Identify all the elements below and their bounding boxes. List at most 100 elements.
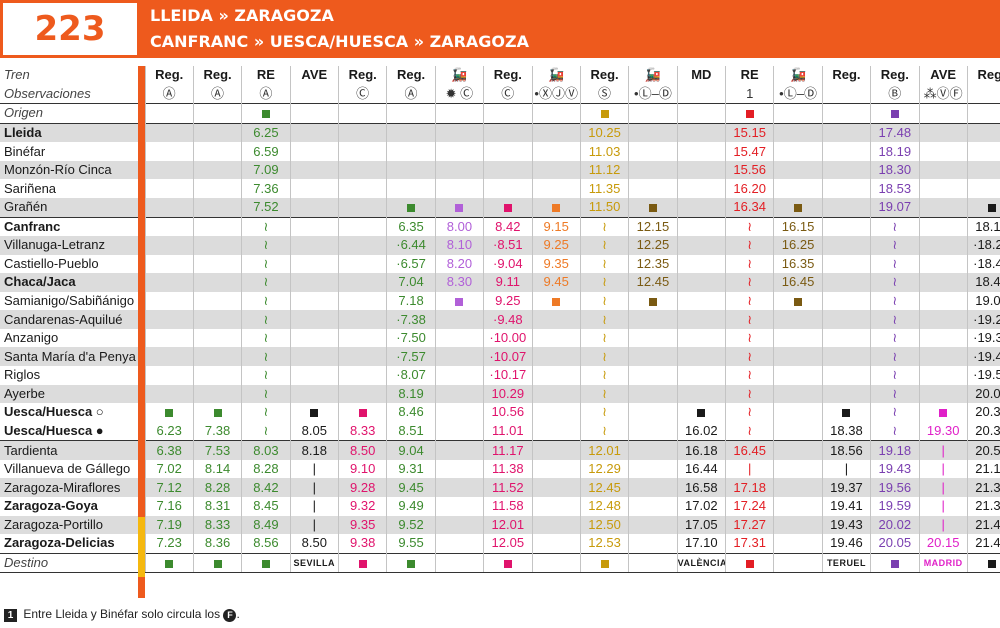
train-time: 8.50 xyxy=(289,534,339,554)
train-time xyxy=(531,384,581,404)
train-time xyxy=(628,478,678,497)
train-time: 10.25 xyxy=(579,122,629,143)
train-time: 19.18 xyxy=(870,440,919,460)
train-time xyxy=(773,366,823,385)
train-time xyxy=(337,366,387,385)
train-time xyxy=(531,403,581,422)
train-type-row: Tren Reg. Reg. RE AVE Reg. Reg. 🚂 Reg. 🚂 Reg. 🚂 MD RE… xyxy=(0,66,1000,85)
train-time xyxy=(628,384,678,404)
train-time xyxy=(821,142,871,161)
footnote-end: . xyxy=(236,607,240,621)
destination xyxy=(773,552,823,574)
train-time xyxy=(918,347,968,366)
train-time: 8.56 xyxy=(241,534,291,554)
train-time xyxy=(821,197,871,217)
train-time xyxy=(144,254,194,274)
station-name: Villanueva de Gállego xyxy=(4,461,131,477)
train-time: 16.18 xyxy=(676,440,726,460)
connection-marker xyxy=(724,103,774,124)
train-time: ≀ xyxy=(579,347,629,366)
train-time xyxy=(531,496,581,516)
train-time: ·10.07 xyxy=(483,347,532,366)
train-time: 8.28 xyxy=(241,459,291,479)
origin-marker xyxy=(966,103,1000,124)
station-name: Candarenas-Aquilué xyxy=(0,310,138,329)
train-time xyxy=(773,496,823,516)
train-time: ≀ xyxy=(724,421,774,441)
train-time: 8.00 xyxy=(434,216,484,237)
train-time xyxy=(918,122,968,143)
train-type: Reg. xyxy=(337,66,387,85)
connection-marker xyxy=(579,103,629,124)
train-time: ≀ xyxy=(579,236,629,255)
train-time xyxy=(821,236,871,255)
train-time xyxy=(676,254,726,274)
train-time xyxy=(337,142,387,161)
train-time xyxy=(289,328,339,348)
station-name: Binéfar xyxy=(4,143,46,159)
train-time xyxy=(289,366,339,385)
train-time: 21.38 xyxy=(966,496,1000,516)
connection-marker xyxy=(773,197,823,217)
train-time xyxy=(918,160,968,180)
train-time: 20.05 xyxy=(870,534,919,554)
train-time xyxy=(918,197,968,217)
train-time xyxy=(483,142,532,161)
train-time xyxy=(289,347,339,366)
observation: Ⓒ xyxy=(483,84,532,104)
train-time xyxy=(531,310,581,329)
station-row: Samianigo/Sabiñánigo ≀ 7.18 9.25 ≀ ≀ ≀ 19.02 xyxy=(0,291,1000,311)
train-time xyxy=(918,291,968,311)
connection-marker xyxy=(483,197,532,217)
train-time xyxy=(192,236,242,255)
train-time: 19.56 xyxy=(870,478,919,497)
station-row: Monzón-Río Cinca 7.09 11.12 15.56 18.30 xyxy=(0,160,1000,180)
train-time: 17.27 xyxy=(724,515,774,535)
train-time xyxy=(337,179,387,198)
train-time: 17.02 xyxy=(676,496,726,516)
train-time xyxy=(337,328,387,348)
train-time: ≀ xyxy=(724,236,774,255)
square-icon xyxy=(358,408,367,417)
station-divider-bar xyxy=(138,66,145,598)
train-time: 7.09 xyxy=(241,160,291,180)
station-name: Zaragoza-Goya xyxy=(4,498,98,514)
train-type: AVE xyxy=(289,66,339,85)
train-time: 7.52 xyxy=(241,197,291,217)
train-time xyxy=(144,122,194,143)
train-time: 9.45 xyxy=(386,478,436,497)
zaragoza-highlight-bar xyxy=(138,517,145,577)
train-time: 20.02 xyxy=(870,515,919,535)
train-time xyxy=(434,384,484,404)
station-name: Destino xyxy=(0,552,138,574)
station-row: Villanuga-Letranz ≀ ·6.44 8.10·8.51 9.25 ≀ 12.… xyxy=(0,236,1000,255)
observation: ✹ Ⓒ xyxy=(434,84,484,104)
train-time xyxy=(192,310,242,329)
header-banner: 223 LLEIDA » ZARAGOZA CANFRANC » UESCA/H… xyxy=(0,0,1000,58)
train-time xyxy=(434,496,484,516)
train-time xyxy=(676,142,726,161)
train-time xyxy=(628,534,678,554)
train-time xyxy=(773,310,823,329)
train-time: 6.38 xyxy=(144,440,194,460)
train-time: ≀ xyxy=(870,254,919,274)
timetable: Tren Reg. Reg. RE AVE Reg. Reg. 🚂 Reg. 🚂 Reg. 🚂 MD RE… xyxy=(0,66,1000,574)
train-time xyxy=(676,160,726,180)
train-time: ≀ xyxy=(724,216,774,237)
train-time xyxy=(531,366,581,385)
station-name: Ayerbe xyxy=(0,384,138,404)
train-time xyxy=(434,142,484,161)
train-time xyxy=(144,310,194,329)
train-time xyxy=(918,366,968,385)
train-time: ≀ xyxy=(724,310,774,329)
square-icon xyxy=(745,109,754,118)
connection-marker xyxy=(241,103,291,124)
train-time: ≀ xyxy=(870,347,919,366)
station-name: Castiello-Pueblo xyxy=(4,255,99,271)
connection-marker xyxy=(531,197,581,217)
train-time xyxy=(628,459,678,479)
train-time: ≀ xyxy=(724,384,774,404)
train-time: 7.12 xyxy=(144,478,194,497)
train-time: | xyxy=(289,496,339,516)
train-time xyxy=(773,440,823,460)
